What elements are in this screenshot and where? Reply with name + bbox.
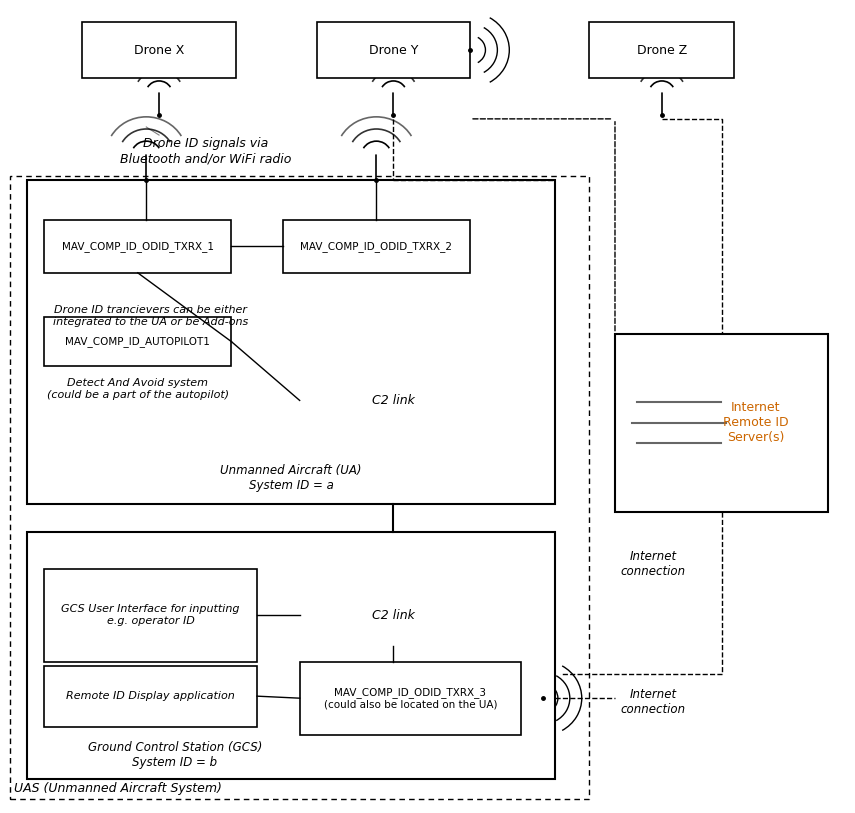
Text: UAS (Unmanned Aircraft System): UAS (Unmanned Aircraft System) [15,782,222,795]
Text: Drone Z: Drone Z [637,44,687,56]
Text: Drone ID trancievers can be either
integrated to the UA or be Add-ons: Drone ID trancievers can be either integ… [53,305,248,327]
FancyBboxPatch shape [299,585,487,646]
FancyBboxPatch shape [27,532,556,779]
Text: MAV_COMP_ID_ODID_TXRX_2: MAV_COMP_ID_ODID_TXRX_2 [300,241,452,252]
Text: GCS User Interface for inputting
e.g. operator ID: GCS User Interface for inputting e.g. op… [62,604,239,626]
Text: C2 link: C2 link [372,394,415,407]
FancyBboxPatch shape [44,317,232,366]
FancyBboxPatch shape [615,333,828,512]
Text: Detect And Avoid system
(could be a part of the autopilot): Detect And Avoid system (could be a part… [47,378,229,400]
FancyBboxPatch shape [589,22,734,78]
FancyBboxPatch shape [82,22,236,78]
Text: Internet
connection: Internet connection [621,550,686,579]
FancyBboxPatch shape [10,176,589,799]
Text: MAV_COMP_ID_AUTOPILOT1: MAV_COMP_ID_AUTOPILOT1 [65,337,210,347]
FancyBboxPatch shape [316,22,470,78]
FancyBboxPatch shape [299,370,487,431]
Text: Remote ID Display application: Remote ID Display application [66,691,235,701]
FancyBboxPatch shape [27,180,556,504]
FancyBboxPatch shape [39,309,236,411]
Text: Ground Control Station (GCS)
System ID = b: Ground Control Station (GCS) System ID =… [88,741,262,769]
Text: Internet
connection: Internet connection [621,689,686,716]
FancyBboxPatch shape [44,666,257,727]
Text: Drone X: Drone X [134,44,184,56]
Text: Drone Y: Drone Y [369,44,418,56]
FancyBboxPatch shape [44,568,257,662]
FancyBboxPatch shape [283,220,470,273]
Text: Internet
Remote ID
Server(s): Internet Remote ID Server(s) [722,401,788,444]
FancyBboxPatch shape [299,662,522,735]
FancyBboxPatch shape [35,189,547,358]
Text: Drone ID signals via
Bluetooth and/or WiFi radio: Drone ID signals via Bluetooth and/or Wi… [121,137,292,165]
FancyBboxPatch shape [44,220,232,273]
Text: MAV_COMP_ID_ODID_TXRX_3
(could also be located on the UA): MAV_COMP_ID_ODID_TXRX_3 (could also be l… [324,687,498,710]
Text: MAV_COMP_ID_ODID_TXRX_1: MAV_COMP_ID_ODID_TXRX_1 [62,241,214,252]
Text: C2 link: C2 link [372,609,415,622]
Text: Unmanned Aircraft (UA)
System ID = a: Unmanned Aircraft (UA) System ID = a [221,463,362,492]
